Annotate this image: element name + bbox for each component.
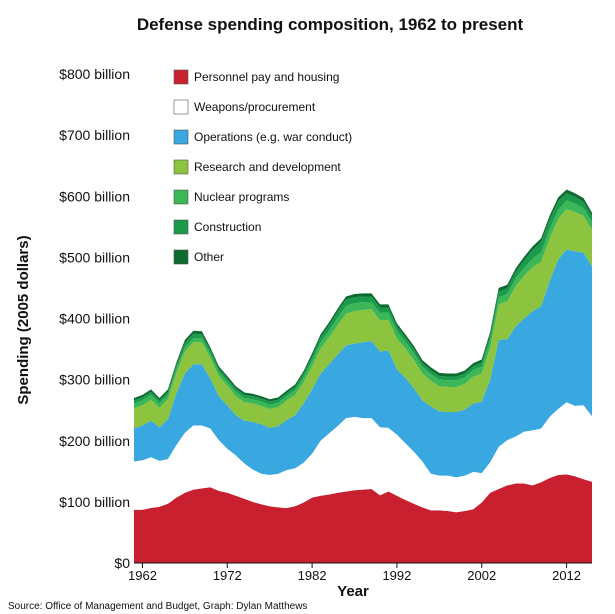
x-tick-label: 1992: [382, 568, 411, 583]
area-series-2: [134, 249, 592, 478]
y-tick-label: $600 billion: [59, 188, 130, 204]
legend-label: Construction: [194, 220, 261, 234]
legend-label: Research and development: [194, 160, 341, 174]
area-series-6: [134, 189, 592, 402]
legend: Personnel pay and housing Weapons/procure…: [173, 69, 352, 265]
area-series-3: [134, 209, 592, 429]
y-tick-label: $0: [114, 555, 130, 571]
y-tick-label: $300 billion: [59, 372, 130, 388]
x-tick-label: 1982: [298, 568, 327, 583]
stacked-areas: [134, 189, 592, 563]
x-tick-label: 2012: [552, 568, 581, 583]
legend-swatch: [173, 69, 189, 85]
legend-label: Personnel pay and housing: [194, 70, 339, 84]
y-axis-ticks: $0 $100 billion $200 billion $300 billion $4…: [59, 66, 130, 571]
y-tick-label: $400 billion: [59, 311, 130, 327]
legend-swatch: [173, 99, 189, 115]
x-tick-label: 1972: [213, 568, 242, 583]
area-series-5: [134, 193, 592, 405]
area-series-0: [134, 474, 592, 563]
area-series-1: [134, 402, 592, 513]
source-note: Source: Office of Management and Budget,…: [8, 601, 307, 612]
legend-swatch: [173, 249, 189, 265]
x-tick-label: 1962: [128, 568, 157, 583]
legend-swatch: [173, 189, 189, 205]
y-tick-label: $200 billion: [59, 433, 130, 449]
chart-title: Defense spending composition, 1962 to pr…: [137, 15, 524, 34]
legend-label: Operations (e.g. war conduct): [194, 130, 352, 144]
legend-swatch: [173, 219, 189, 235]
y-axis-label: Spending (2005 dollars): [15, 235, 32, 404]
y-tick-label: $100 billion: [59, 494, 130, 510]
legend-swatch: [173, 129, 189, 145]
legend-label: Other: [194, 250, 224, 264]
x-tick-label: 2002: [467, 568, 496, 583]
legend-swatch: [173, 159, 189, 175]
area-series-4: [134, 200, 592, 409]
y-tick-label: $800 billion: [59, 66, 130, 82]
legend-label: Weapons/procurement: [194, 100, 316, 114]
x-axis-label: Year: [337, 583, 369, 600]
legend-label: Nuclear programs: [194, 190, 289, 204]
y-tick-label: $500 billion: [59, 249, 130, 265]
y-tick-label: $700 billion: [59, 127, 130, 143]
x-axis-ticks: 1962 1972 1982 1992 2002 2012: [128, 563, 581, 583]
